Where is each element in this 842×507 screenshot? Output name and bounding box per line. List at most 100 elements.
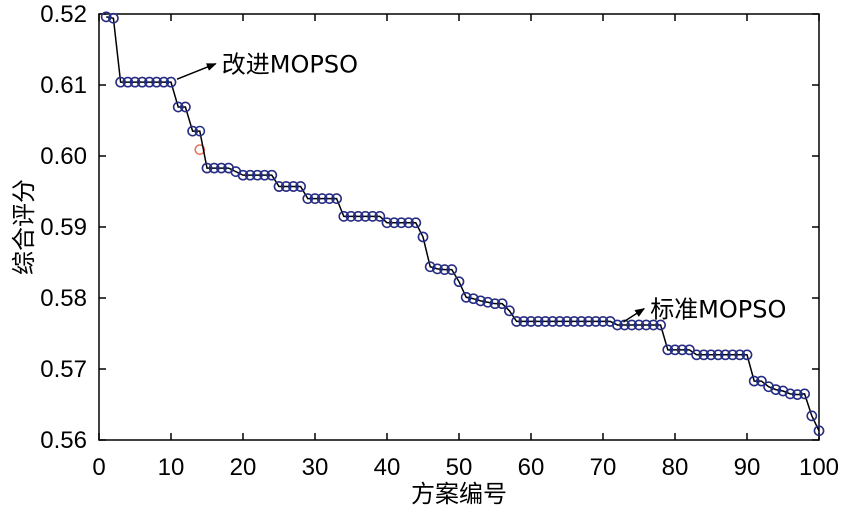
data-point bbox=[345, 211, 357, 222]
data-point bbox=[388, 217, 400, 229]
data-point bbox=[734, 349, 746, 361]
data-point bbox=[712, 349, 724, 361]
y-tick-label: 0.52 bbox=[40, 1, 87, 28]
data-point bbox=[806, 410, 818, 422]
x-tick-label: 60 bbox=[518, 454, 545, 481]
series-standard-mopso bbox=[100, 11, 825, 437]
data-point bbox=[288, 181, 299, 192]
data-point bbox=[590, 316, 602, 327]
data-point bbox=[648, 319, 659, 331]
data-point bbox=[172, 101, 184, 113]
data-point bbox=[273, 181, 285, 192]
data-point bbox=[158, 76, 170, 88]
data-point bbox=[302, 193, 314, 204]
data-point bbox=[122, 76, 134, 88]
data-point bbox=[151, 76, 162, 88]
data-point bbox=[446, 264, 458, 275]
data-point bbox=[669, 344, 681, 356]
data-point bbox=[489, 298, 501, 310]
data-point bbox=[741, 349, 753, 361]
x-tick-label: 100 bbox=[799, 454, 839, 481]
x-tick-label: 10 bbox=[158, 454, 185, 481]
data-point bbox=[403, 217, 414, 229]
data-point bbox=[676, 344, 688, 356]
x-tick-label: 50 bbox=[446, 454, 473, 481]
data-point bbox=[561, 316, 573, 327]
data-point bbox=[360, 211, 371, 222]
annotations: 改进MOPSO 标准MOPSO bbox=[176, 51, 786, 324]
data-point bbox=[410, 217, 422, 229]
data-point bbox=[698, 349, 710, 361]
data-point bbox=[777, 385, 789, 397]
data-point bbox=[792, 389, 803, 400]
data-point bbox=[504, 305, 515, 317]
data-point bbox=[547, 316, 558, 327]
data-point bbox=[784, 388, 796, 400]
data-point bbox=[165, 76, 177, 88]
data-point bbox=[374, 211, 386, 222]
data-point bbox=[813, 425, 825, 437]
x-tick-label: 70 bbox=[590, 454, 617, 481]
data-point bbox=[518, 316, 530, 327]
data-point bbox=[583, 316, 594, 327]
data-point bbox=[259, 169, 270, 181]
data-point bbox=[432, 263, 443, 275]
data-point bbox=[633, 319, 645, 331]
data-point bbox=[612, 319, 623, 331]
data-point bbox=[396, 217, 407, 229]
data-point bbox=[720, 349, 731, 361]
data-point bbox=[295, 181, 306, 192]
data-point bbox=[316, 193, 328, 204]
data-point bbox=[597, 316, 609, 327]
data-point bbox=[439, 264, 450, 275]
data-point bbox=[748, 375, 760, 387]
data-point bbox=[468, 293, 479, 305]
x-tick-label: 80 bbox=[662, 454, 689, 481]
data-point bbox=[770, 384, 782, 395]
x-tick-label: 90 bbox=[734, 454, 761, 481]
data-point bbox=[144, 76, 155, 88]
data-point bbox=[115, 76, 126, 88]
data-point bbox=[324, 193, 335, 204]
annotation-improved-mopso: 改进MOPSO bbox=[222, 51, 358, 79]
data-point bbox=[482, 296, 494, 308]
data-point bbox=[280, 181, 292, 192]
series-line bbox=[106, 16, 820, 432]
series-improved-mopso bbox=[100, 11, 825, 437]
data-point bbox=[208, 162, 220, 174]
data-point bbox=[655, 319, 666, 331]
data-point bbox=[684, 344, 695, 356]
data-point bbox=[691, 349, 702, 361]
data-point bbox=[763, 381, 774, 393]
data-point bbox=[475, 295, 486, 307]
data-point bbox=[554, 316, 566, 327]
annotation-arrow bbox=[176, 63, 217, 80]
data-point bbox=[180, 101, 191, 113]
data-point bbox=[532, 316, 544, 327]
data-point bbox=[194, 125, 206, 137]
data-point bbox=[799, 388, 810, 400]
data-point bbox=[540, 316, 551, 327]
data-point bbox=[129, 76, 141, 88]
x-tick-label: 0 bbox=[92, 454, 105, 481]
data-point bbox=[252, 169, 263, 181]
data-point bbox=[100, 11, 112, 23]
data-point bbox=[381, 217, 393, 229]
data-point bbox=[424, 261, 436, 273]
data-point bbox=[237, 169, 249, 181]
data-point bbox=[331, 193, 342, 204]
data-point bbox=[756, 375, 767, 387]
data-point bbox=[367, 211, 378, 222]
data-point bbox=[136, 76, 148, 88]
annotation-standard-mopso: 标准MOPSO bbox=[650, 296, 786, 324]
y-tick-label: 0.61 bbox=[40, 72, 87, 99]
x-tick-label: 30 bbox=[302, 454, 329, 481]
series-layer bbox=[100, 11, 825, 437]
plot-frame bbox=[98, 13, 820, 441]
data-point bbox=[460, 291, 472, 303]
y-tick-label: 0.59 bbox=[40, 214, 87, 241]
y-tick-label: 0.60 bbox=[40, 143, 87, 170]
data-point bbox=[525, 316, 537, 327]
plot-border bbox=[98, 13, 820, 441]
